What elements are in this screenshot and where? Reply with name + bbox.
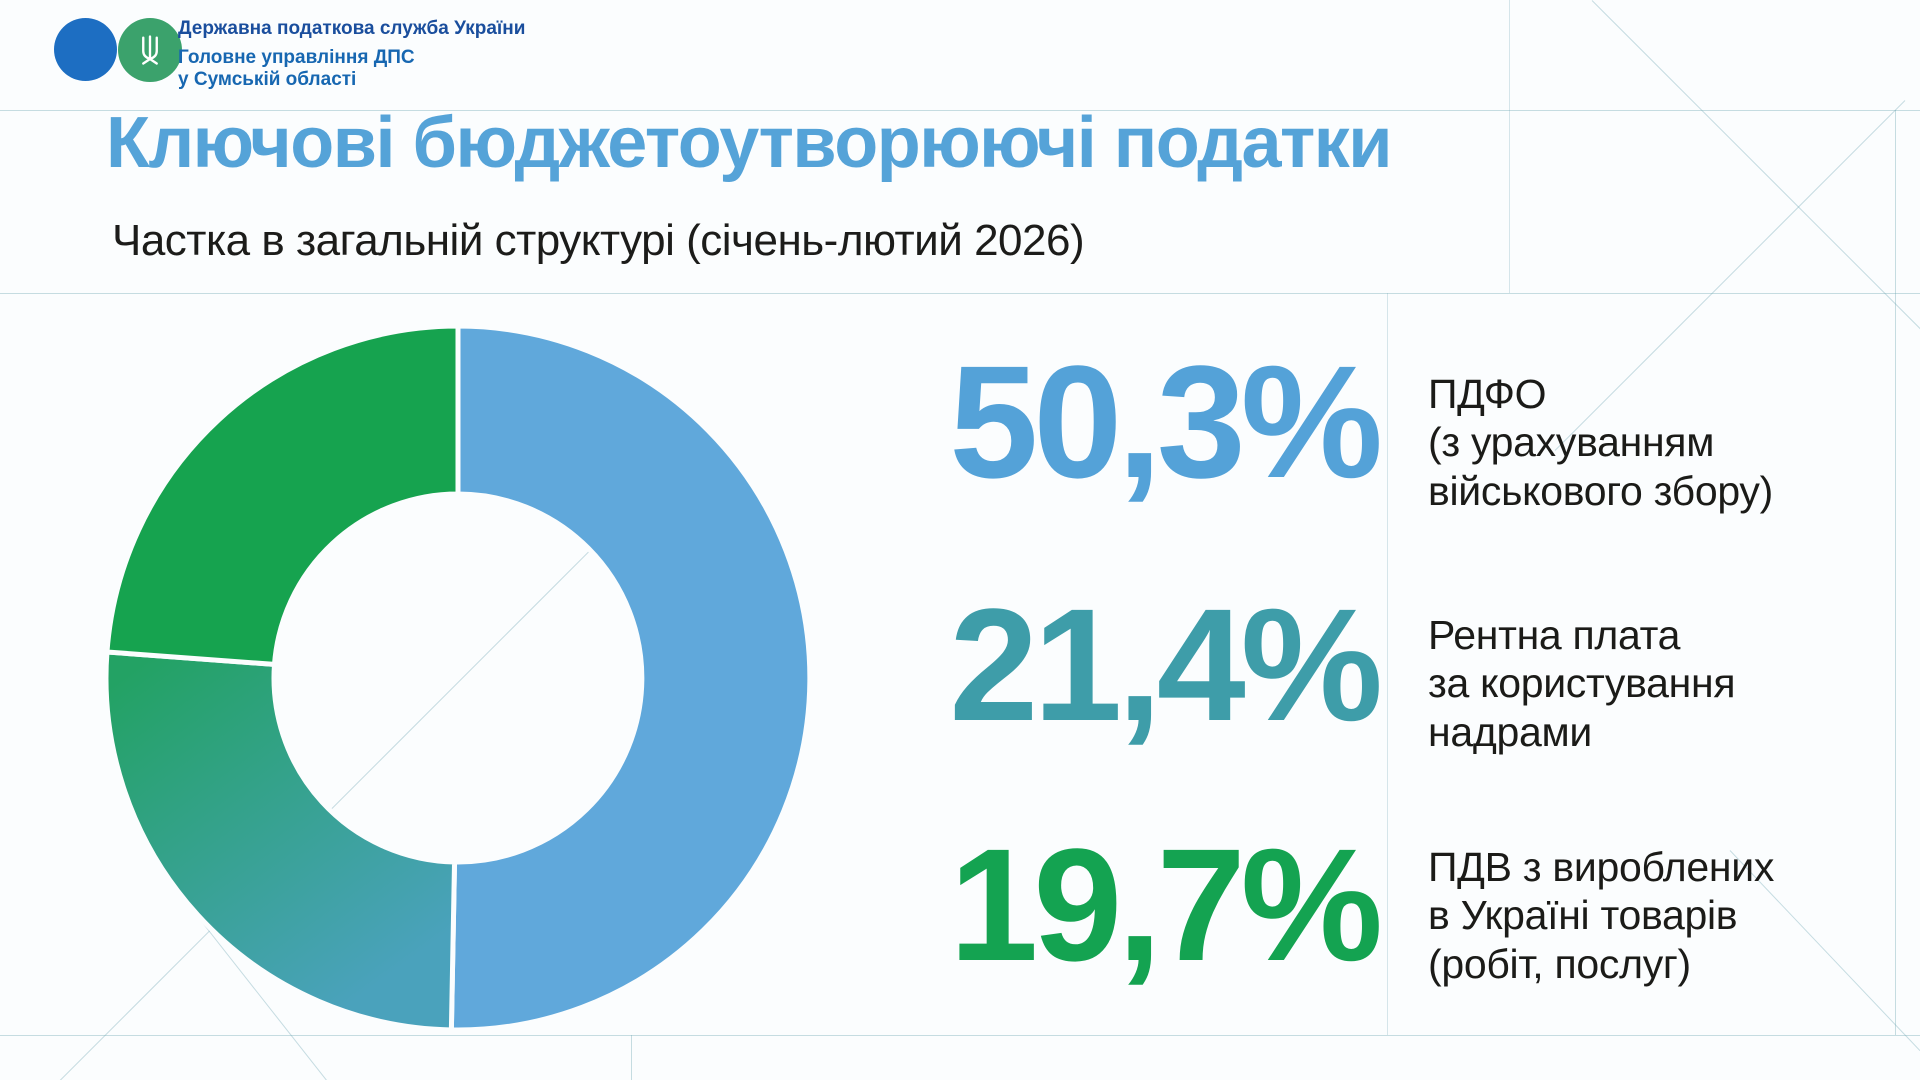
donut-chart	[103, 323, 813, 1033]
decor-hline-top	[0, 110, 1920, 111]
stat-value-pdfo: 50,3%	[949, 332, 1383, 511]
org-name-line2: Головне управління ДПС	[178, 47, 415, 68]
stat-label-line: ПДВ з вироблених	[1428, 844, 1775, 890]
stat-value-renta: 21,4%	[949, 575, 1383, 754]
stat-label-line: ПДФО	[1428, 371, 1547, 417]
decor-vline-mid2	[1509, 0, 1510, 293]
decor-diagonal-topright-1	[1591, 0, 1920, 330]
decor-hline-middle	[0, 293, 1920, 294]
stat-label-line: в Україні товарів	[1428, 892, 1738, 939]
decor-vline-bottomleft	[631, 1035, 632, 1080]
stat-label-line: військового збору)	[1428, 467, 1773, 514]
decor-vline-right	[1895, 110, 1896, 1035]
stat-label-line: Рентна плата	[1428, 612, 1681, 658]
stat-label-line: (з урахуванням	[1428, 419, 1715, 466]
stat-row-renta: 21,4% Рентна плата за користування надра…	[0, 585, 1920, 825]
dps-green-circle-logo	[118, 18, 182, 82]
dps-blue-circle-logo	[54, 18, 117, 81]
page-subtitle: Частка в загальній структурі (січень-лют…	[112, 216, 1085, 265]
decor-vline-mid1	[1387, 293, 1388, 1035]
stat-label-renta: Рентна плата за користування надрами	[1428, 611, 1736, 756]
donut-segment-0	[448, 323, 813, 1033]
page-title: Ключові бюджетоутворюючі податки	[106, 103, 1393, 183]
org-name-line3: у Сумській області	[178, 69, 357, 90]
org-name-line1: Державна податкова служба України	[178, 18, 526, 39]
trident-icon	[142, 35, 158, 65]
stat-label-pdfo: ПДФО (з урахуванням військового збору)	[1428, 370, 1773, 515]
donut-segment-1	[103, 649, 458, 1033]
stat-label-pdv: ПДВ з вироблених в Україні товарів (робі…	[1428, 843, 1774, 988]
stat-row-pdv: 19,7% ПДВ з вироблених в Україні товарів…	[0, 825, 1920, 1065]
stat-row-pdfo: 50,3% ПДФО (з урахуванням військового зб…	[0, 342, 1920, 582]
org-name-block: Державна податкова служба України Головн…	[178, 17, 525, 91]
stat-label-line: (робіт, послуг)	[1428, 940, 1691, 987]
donut-segment-2	[104, 323, 461, 668]
decor-hline-bottom	[0, 1035, 1920, 1036]
stat-label-line: надрами	[1428, 708, 1592, 755]
stat-label-line: за користування	[1428, 660, 1736, 707]
stat-value-pdv: 19,7%	[949, 815, 1383, 994]
